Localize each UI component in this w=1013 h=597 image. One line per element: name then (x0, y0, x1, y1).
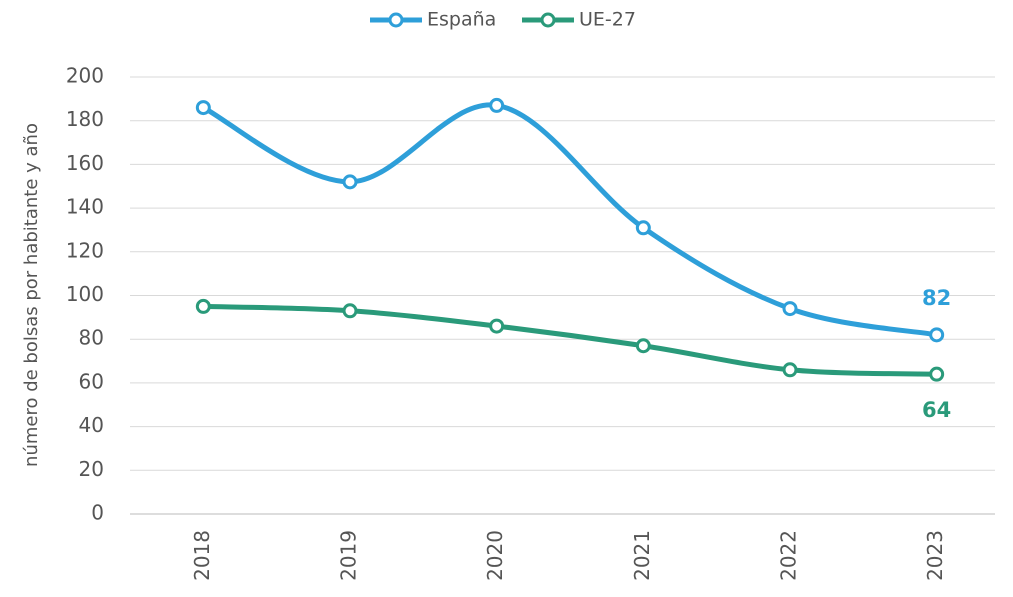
legend-label: España (427, 9, 496, 31)
point-marker (929, 327, 945, 343)
legend-label: UE-27 (579, 9, 636, 31)
y-tick-label: 140 (66, 195, 104, 219)
point-marker (635, 338, 651, 354)
y-tick-label: 80 (79, 326, 104, 350)
legend-marker (388, 12, 404, 28)
y-tick-label: 180 (66, 107, 104, 131)
point-marker (342, 174, 358, 190)
y-tick-label: 0 (91, 501, 104, 525)
x-tick-label: 2020 (483, 530, 507, 581)
point-marker (195, 298, 211, 314)
y-tick-label: 20 (79, 457, 104, 481)
point-marker (782, 362, 798, 378)
y-tick-label: 200 (66, 64, 104, 88)
data-label: 64 (922, 398, 951, 422)
point-marker (342, 303, 358, 319)
point-marker (929, 366, 945, 382)
data-label: 82 (922, 286, 951, 310)
series-line (200, 303, 940, 377)
x-tick-label: 2021 (630, 530, 654, 581)
point-marker (195, 100, 211, 116)
point-marker (635, 220, 651, 236)
x-tick-label: 2018 (190, 530, 214, 581)
y-axis-label: número de bolsas por habitante y año (21, 123, 42, 467)
point-marker (489, 318, 505, 334)
x-tick-label: 2022 (777, 530, 801, 581)
x-tick-label: 2019 (337, 530, 361, 581)
y-tick-label: 60 (79, 369, 104, 393)
y-tick-label: 160 (66, 151, 104, 175)
point-marker (489, 97, 505, 113)
legend-marker (540, 12, 556, 28)
y-tick-label: 120 (66, 238, 104, 262)
y-tick-label: 40 (79, 413, 104, 437)
point-marker (782, 301, 798, 317)
x-tick-label: 2023 (923, 530, 947, 581)
series-line (200, 102, 940, 338)
y-tick-label: 100 (66, 282, 104, 306)
